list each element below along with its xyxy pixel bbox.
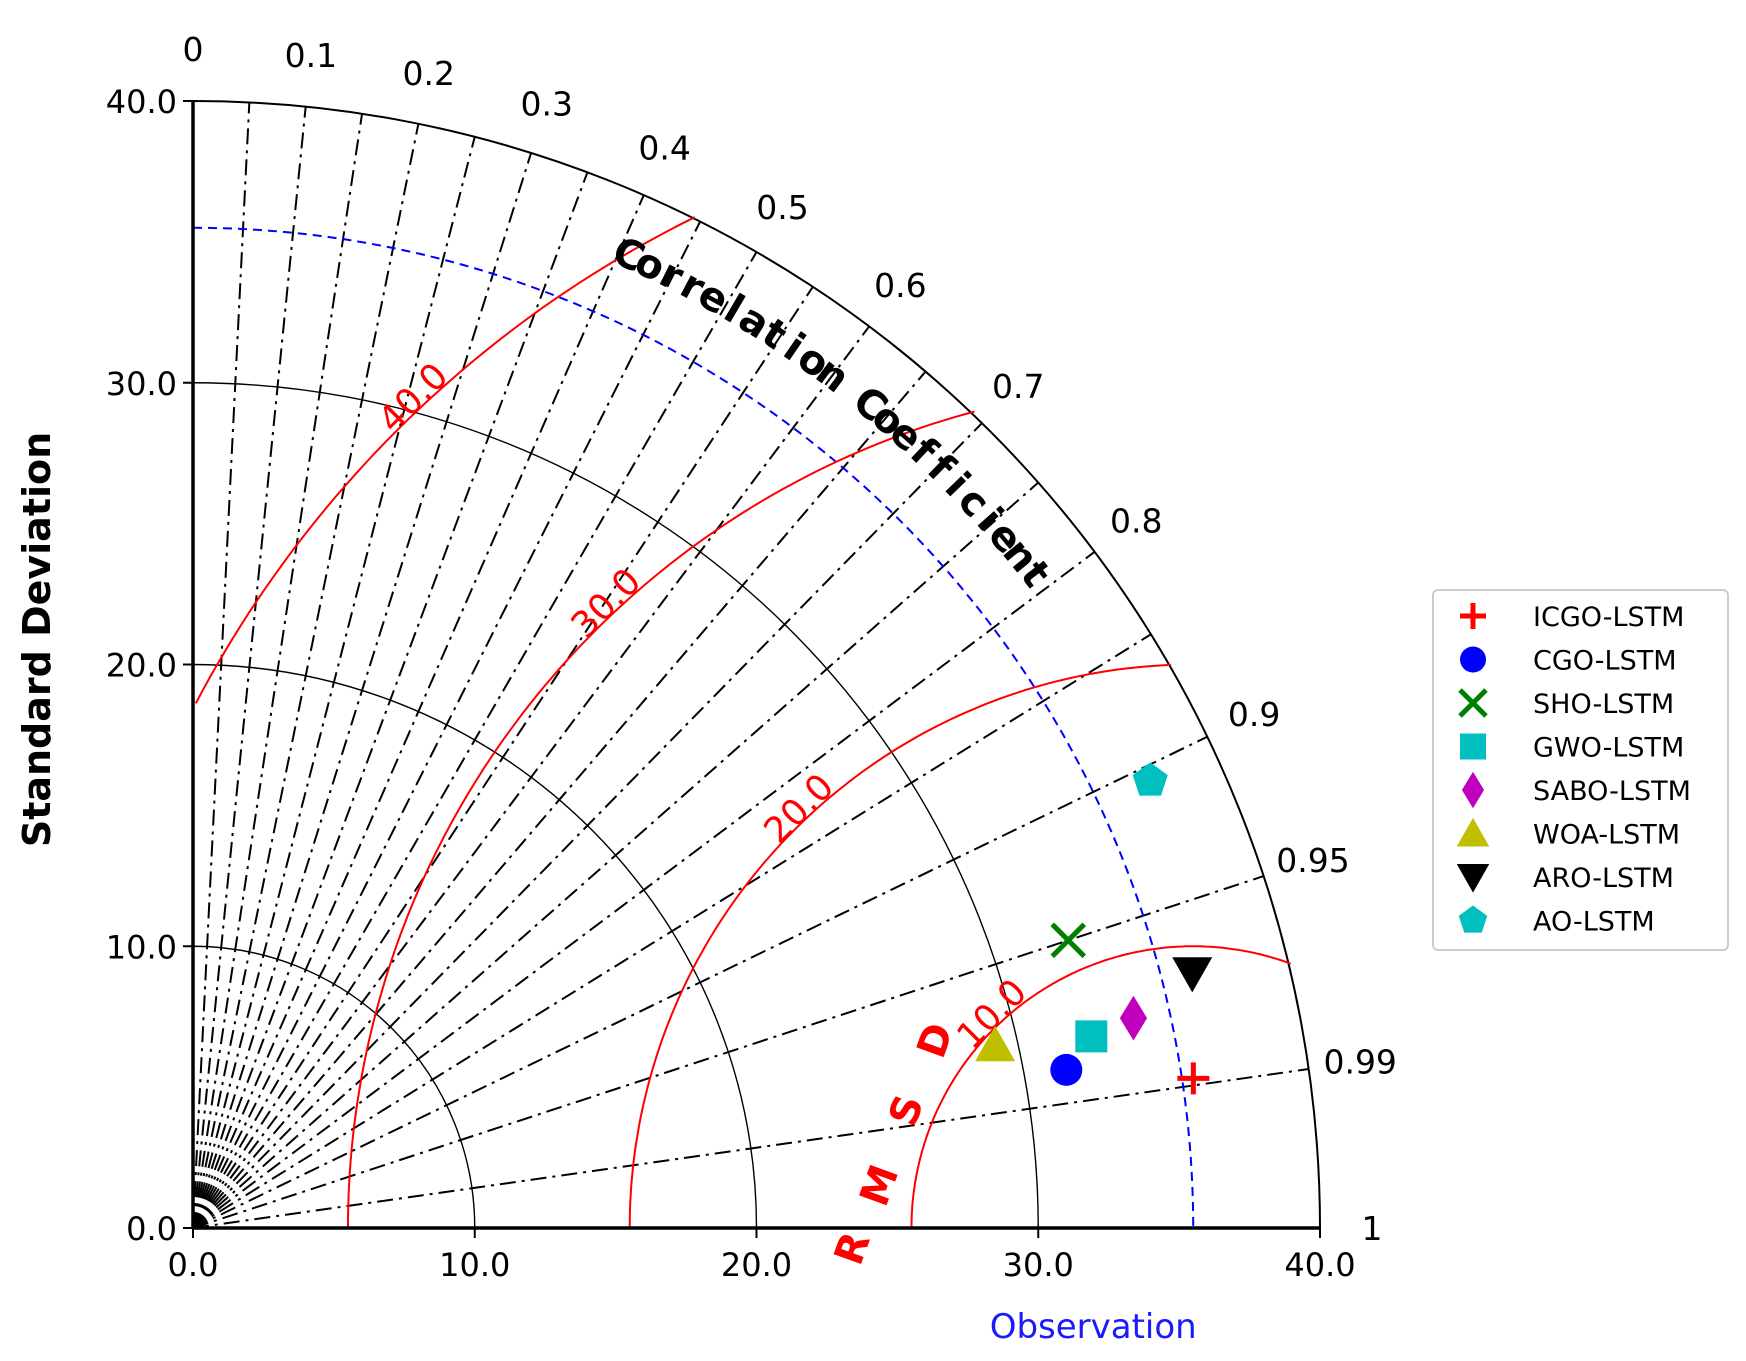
legend-label: ARO-LSTM	[1533, 863, 1674, 894]
x-tick-label: 20.0	[721, 1246, 792, 1284]
data-point-woa-lstm	[975, 1025, 1016, 1062]
data-point-sho-lstm-b	[1050, 922, 1087, 959]
correlation-line	[192, 136, 476, 1229]
y-tick-label: 40.0	[106, 83, 177, 121]
x-tick-label: 0.0	[168, 1246, 219, 1284]
correlation-line	[192, 286, 814, 1229]
legend-marker	[1456, 864, 1490, 893]
y-tick-label: 10.0	[106, 928, 177, 966]
rmsd-title-char: S	[880, 1089, 933, 1132]
y-tick-label: 30.0	[106, 365, 177, 403]
correlation-line	[192, 422, 983, 1229]
correlation-line	[192, 550, 1096, 1229]
rmsd-contour	[910, 945, 1292, 1228]
legend-marker	[1458, 688, 1488, 718]
x-tick-label: 30.0	[1003, 1246, 1074, 1284]
rmsd-contour	[194, 216, 696, 704]
legend-label: WOA-LSTM	[1533, 820, 1680, 851]
legend-marker	[1460, 733, 1486, 760]
legend-marker-b	[1458, 688, 1488, 718]
legend-marker	[1456, 817, 1490, 847]
correlation-tick-label: 0.6	[874, 266, 926, 305]
correlation-tick-label: 0.9	[1228, 695, 1280, 734]
std-arc	[192, 382, 1039, 1229]
data-point-sabo-lstm	[1119, 995, 1148, 1041]
correlation-tick-label: 0.7	[992, 367, 1044, 406]
correlation-line	[192, 106, 307, 1229]
rmsd-contour-label: 30.0	[564, 561, 650, 647]
ticks-layer: 0.00.0 10.0 10.0 20.0 20.0 30.0 30.0 40.0 40.0	[106, 83, 1356, 1284]
axes-layer: Standard Deviation Observation	[15, 432, 1197, 1347]
correlation-line	[192, 113, 364, 1229]
legend-box	[1432, 589, 1729, 951]
correlation-line	[192, 735, 1208, 1229]
rmsd-title-char: R	[826, 1226, 880, 1271]
correlation-tick-label: 0.99	[1323, 1043, 1396, 1082]
legend-label: CGO-LSTM	[1533, 646, 1677, 677]
legend: ICGO-LSTM CGO-LSTM SHO-LSTM GWO-LSTM SABO-LS…	[1432, 589, 1729, 951]
observation-label: Observation	[990, 1307, 1197, 1347]
data-point-ao-lstm	[1132, 762, 1168, 796]
y-axis-label: Standard Deviation	[15, 432, 59, 847]
legend-label: AO-LSTM	[1533, 907, 1655, 938]
correlation-line	[192, 221, 702, 1229]
legend-marker	[1460, 646, 1486, 673]
correlation-tick-label: 0.3	[520, 84, 572, 123]
correlation-line	[192, 325, 871, 1229]
correlation-line	[192, 171, 589, 1229]
data-point-aro-lstm	[1172, 957, 1213, 993]
data-point-gwo-lstm	[1075, 1020, 1108, 1053]
correlation-line	[192, 1068, 1309, 1229]
std-arc	[192, 663, 758, 1229]
correlation-line	[192, 102, 251, 1229]
y-tick-label: 0.0	[126, 1210, 177, 1248]
correlation-tick-label: 0.5	[756, 188, 808, 227]
correlation-line	[192, 370, 927, 1229]
correlation-tick-label: 0.2	[403, 54, 455, 93]
data-point-icgo-lstm	[1177, 1062, 1210, 1095]
correlation-labels: 0 0.1 0.2 0.3 0.4 0.5 0.6 0.7 0.8 0.9 0.95 0.99 1	[183, 30, 1397, 1248]
correlation-line	[192, 152, 533, 1229]
legend-marker	[1460, 603, 1486, 629]
correlation-tick-label: 0.95	[1276, 841, 1349, 880]
legend-label: SHO-LSTM	[1533, 689, 1674, 720]
legend-label: SABO-LSTM	[1533, 776, 1691, 807]
correlation-tick-label: 0.8	[1110, 502, 1162, 541]
rmsd-title-char: M	[851, 1159, 908, 1212]
y-tick-label: 20.0	[106, 647, 177, 685]
correlation-line	[192, 194, 645, 1229]
correlation-tick-label: 1	[1362, 1209, 1383, 1248]
legend-label: GWO-LSTM	[1533, 733, 1684, 764]
legend-marker	[1458, 905, 1488, 933]
correlation-line	[192, 481, 1039, 1229]
outer-arc	[192, 100, 1321, 1229]
correlation-tick-label: 0.1	[285, 36, 337, 75]
correlation-line	[192, 251, 758, 1229]
x-tick-label: 40.0	[1284, 1246, 1355, 1284]
data-point-cgo-lstm	[1050, 1053, 1083, 1086]
rmsd-contour	[347, 410, 975, 1228]
correlation-tick-label: 0	[183, 30, 204, 69]
data-points	[975, 762, 1213, 1095]
observation-arc	[192, 226, 1195, 1229]
correlation-line	[192, 633, 1152, 1229]
correlation-line	[192, 875, 1264, 1229]
rmsd-contour	[628, 663, 1172, 1229]
data-point-sho-lstm	[1050, 922, 1087, 959]
rmsd-contour-label: 20.0	[757, 766, 843, 852]
x-tick-label: 10.0	[439, 1246, 510, 1284]
correlation-line	[192, 123, 420, 1229]
grid-layer	[192, 100, 1321, 1229]
std-arc	[192, 945, 476, 1229]
legend-marker	[1461, 771, 1485, 809]
rmsd-layer: 10.020.030.040.0	[194, 216, 1292, 1229]
legend-label: ICGO-LSTM	[1533, 602, 1684, 633]
correlation-tick-label: 0.4	[638, 128, 690, 167]
